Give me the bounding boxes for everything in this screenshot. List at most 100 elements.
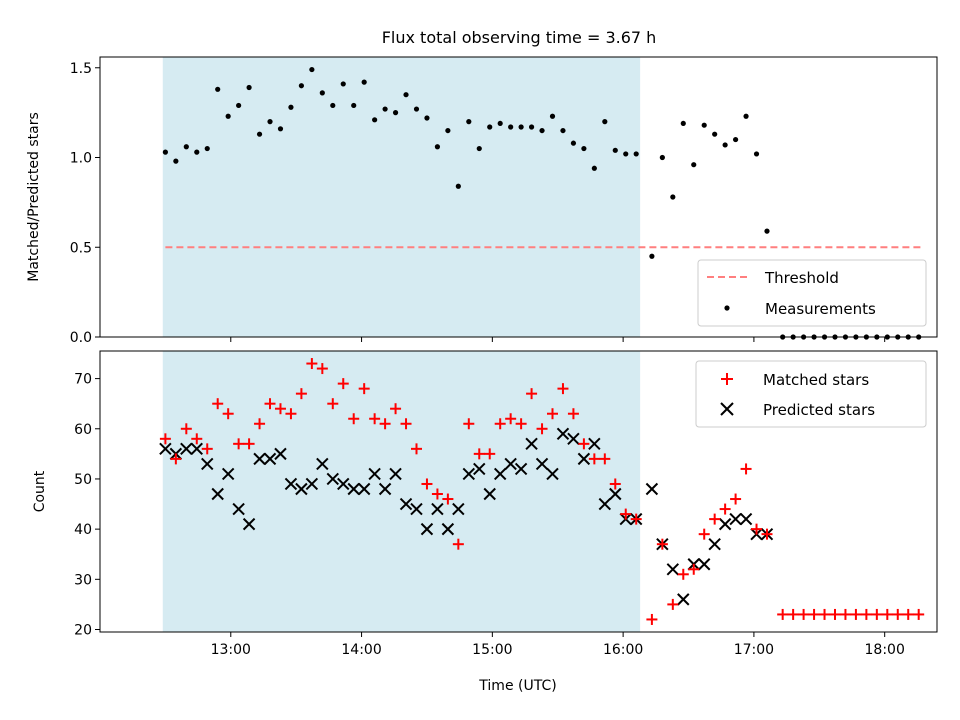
- matched-point: [243, 438, 255, 450]
- matched-point: [892, 608, 904, 620]
- matched-point: [274, 403, 286, 415]
- measurement-point: [173, 158, 179, 164]
- predicted-point: [535, 457, 549, 471]
- predicted-point: [729, 512, 742, 526]
- predicted-point: [326, 472, 339, 486]
- measurement-point: [372, 117, 378, 123]
- predicted-point: [525, 437, 538, 451]
- measurement-point: [764, 228, 770, 234]
- measurement-point: [225, 113, 231, 119]
- matched-point: [400, 418, 412, 430]
- measurement-point: [570, 140, 577, 146]
- predicted-point: [609, 487, 622, 501]
- matched-point: [730, 493, 742, 505]
- matched-point: [390, 403, 402, 415]
- legend-predicted-swatch: [720, 402, 734, 416]
- matched-point: [473, 448, 485, 460]
- measurement-point: [528, 124, 535, 130]
- y-tick-label: 0.0: [70, 330, 92, 346]
- matched-point: [871, 608, 883, 620]
- measurement-point: [680, 120, 686, 127]
- measurement-point: [277, 126, 284, 132]
- predicted-point: [389, 467, 402, 481]
- y-ticks: 0.0 0.5 1.0 1.5: [70, 61, 100, 346]
- matched-point: [808, 608, 820, 620]
- matched-point: [588, 453, 600, 465]
- predicted-point: [588, 437, 601, 451]
- legend-measurements-label: Measurements: [765, 300, 876, 318]
- matched-point: [630, 513, 642, 525]
- matched-point: [819, 608, 831, 620]
- matched-point: [191, 433, 203, 445]
- count-panel: 20 30 40 50 60 70 13:00 14:00 15:00 16:00 17:00 18…: [32, 350, 938, 694]
- predicted-point: [357, 482, 371, 496]
- measurement-point: [351, 102, 357, 109]
- predicted-point: [462, 467, 476, 481]
- measurement-point: [183, 144, 189, 150]
- measurement-point: [466, 119, 472, 125]
- measurement-point: [701, 122, 707, 128]
- matched-point: [222, 408, 234, 420]
- predicted-point: [180, 442, 193, 456]
- predicted-point: [253, 452, 266, 466]
- matched-point: [536, 423, 548, 435]
- matched-point: [578, 438, 590, 450]
- y-axis-label: Matched/Predicted stars: [26, 112, 42, 282]
- y-tick-label: 40: [74, 522, 92, 538]
- matched-point: [159, 433, 171, 445]
- predicted-point: [546, 467, 559, 481]
- measurement-point: [455, 183, 461, 189]
- observing-band: [162, 351, 641, 632]
- measurement-point: [518, 124, 524, 130]
- matched-point: [494, 418, 506, 430]
- predicted-points: [159, 427, 774, 606]
- x-ticks: [230, 337, 886, 342]
- matched-point: [463, 418, 475, 430]
- measurement-point: [476, 145, 482, 152]
- predicted-point: [274, 447, 287, 461]
- matched-point: [761, 528, 773, 540]
- predicted-point: [504, 457, 517, 471]
- matched-point: [348, 413, 360, 425]
- measurement-point: [298, 83, 305, 89]
- predicted-point: [368, 467, 381, 481]
- measurement-point: [633, 151, 639, 157]
- matched-point: [751, 523, 763, 535]
- predicted-point: [666, 563, 680, 576]
- predicted-point: [677, 593, 690, 606]
- measurement-point: [691, 162, 697, 168]
- matched-point: [295, 388, 307, 400]
- legend-threshold-label: Threshold: [764, 269, 839, 287]
- matched-point: [850, 608, 862, 620]
- matched-point: [379, 418, 391, 430]
- predicted-point: [232, 502, 245, 516]
- x-tick-label: 14:00: [341, 642, 381, 658]
- predicted-point: [452, 502, 465, 516]
- measurement-point: [487, 124, 493, 130]
- matched-point: [656, 538, 668, 550]
- predicted-point: [483, 487, 496, 501]
- plot-frame: [99, 56, 938, 338]
- measurement-point: [560, 127, 566, 134]
- measurement-point: [722, 142, 728, 148]
- matched-point: [505, 413, 517, 425]
- measurement-point: [732, 136, 739, 143]
- legend-box: [697, 259, 927, 327]
- predicted-point: [410, 502, 423, 516]
- predicted-point: [473, 462, 486, 476]
- matched-point: [264, 398, 276, 410]
- predicted-point: [305, 477, 319, 491]
- measurement-point: [659, 154, 665, 161]
- matched-point: [180, 423, 192, 435]
- measurement-point: [602, 119, 608, 125]
- measurement-point: [434, 144, 441, 150]
- matched-point: [442, 493, 454, 505]
- matched-point: [316, 363, 328, 375]
- measurement-point: [403, 92, 409, 98]
- matched-point: [829, 608, 841, 620]
- measurement-point: [549, 113, 556, 119]
- measurement-point: [670, 194, 676, 200]
- x-axis-label: Time (UTC): [478, 678, 556, 694]
- legend-matched-swatch: [721, 373, 733, 385]
- predicted-point: [514, 462, 528, 476]
